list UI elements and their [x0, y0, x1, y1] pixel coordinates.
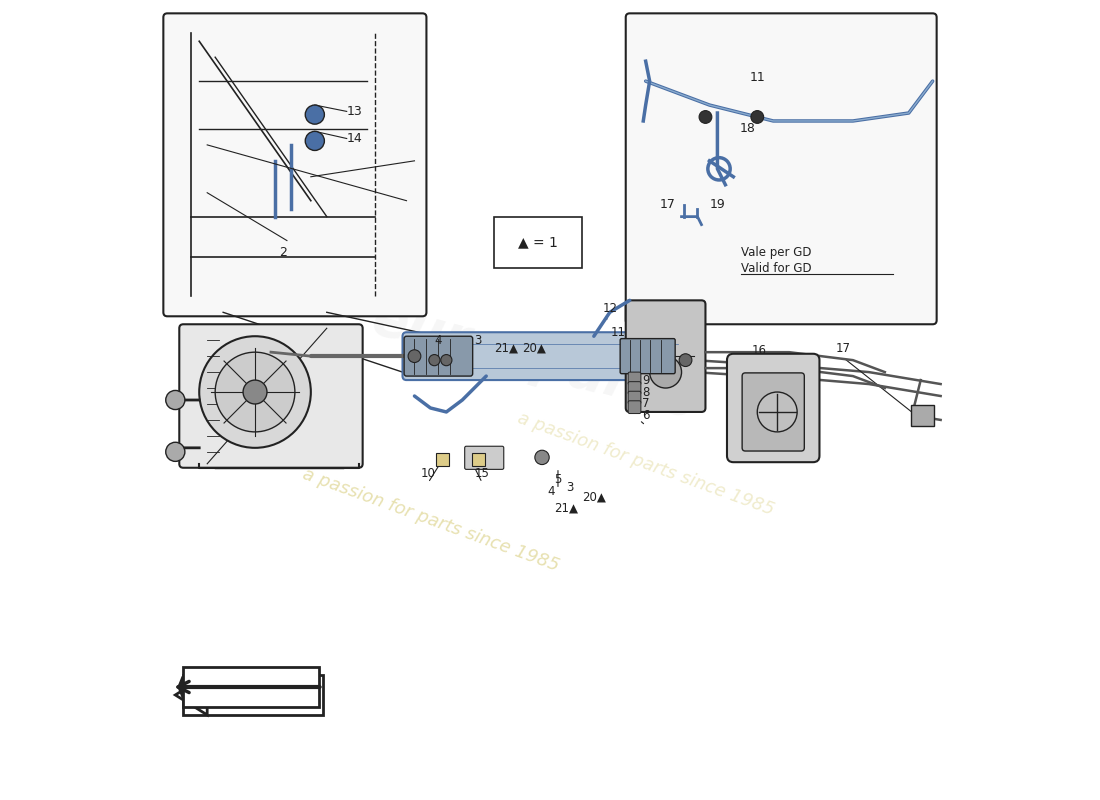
FancyBboxPatch shape: [628, 401, 641, 414]
FancyBboxPatch shape: [163, 14, 427, 316]
Text: 12: 12: [603, 302, 617, 315]
Text: 9: 9: [642, 374, 649, 386]
Text: 20▲: 20▲: [582, 490, 606, 504]
Text: 2: 2: [279, 246, 287, 259]
Circle shape: [757, 392, 798, 432]
Text: 21▲: 21▲: [494, 342, 518, 354]
Text: 10: 10: [420, 467, 436, 480]
Text: 17: 17: [836, 342, 851, 354]
Circle shape: [408, 350, 421, 362]
FancyBboxPatch shape: [620, 338, 675, 374]
Text: ▲ = 1: ▲ = 1: [518, 235, 558, 249]
FancyBboxPatch shape: [403, 332, 697, 380]
Circle shape: [243, 380, 267, 404]
FancyBboxPatch shape: [179, 324, 363, 468]
Circle shape: [216, 352, 295, 432]
Text: a passion for parts since 1985: a passion for parts since 1985: [515, 409, 777, 518]
Circle shape: [650, 356, 682, 388]
FancyBboxPatch shape: [472, 454, 485, 466]
Text: 3: 3: [474, 334, 482, 346]
FancyBboxPatch shape: [626, 14, 937, 324]
Text: 7: 7: [642, 398, 649, 410]
Text: 21▲: 21▲: [554, 501, 578, 514]
Circle shape: [166, 442, 185, 462]
Circle shape: [199, 336, 311, 448]
FancyBboxPatch shape: [436, 454, 449, 466]
Circle shape: [441, 354, 452, 366]
Text: 6: 6: [642, 410, 649, 422]
Text: 3: 3: [566, 481, 573, 494]
Text: 14: 14: [346, 132, 363, 145]
Text: eurospares: eurospares: [366, 292, 702, 428]
Text: Valid for GD: Valid for GD: [741, 262, 812, 275]
Text: 15: 15: [475, 467, 490, 480]
Text: 19: 19: [710, 198, 725, 211]
FancyBboxPatch shape: [626, 300, 705, 412]
Circle shape: [306, 131, 324, 150]
Text: 17: 17: [660, 198, 675, 211]
FancyBboxPatch shape: [494, 217, 582, 269]
Text: 16: 16: [751, 344, 767, 357]
Text: a passion for parts since 1985: a passion for parts since 1985: [299, 465, 561, 574]
Circle shape: [166, 390, 185, 410]
Text: Vale per GD: Vale per GD: [741, 246, 812, 259]
FancyBboxPatch shape: [464, 446, 504, 470]
Circle shape: [700, 110, 712, 123]
FancyBboxPatch shape: [184, 675, 322, 715]
FancyBboxPatch shape: [742, 373, 804, 451]
Text: 13: 13: [346, 105, 363, 118]
FancyBboxPatch shape: [628, 391, 641, 404]
Text: 4: 4: [548, 485, 556, 498]
Circle shape: [679, 354, 692, 366]
FancyBboxPatch shape: [628, 382, 641, 394]
Circle shape: [306, 105, 324, 124]
Text: 11: 11: [610, 326, 625, 338]
Polygon shape: [175, 675, 207, 715]
Text: 5: 5: [554, 474, 562, 486]
Circle shape: [429, 354, 440, 366]
Text: 18: 18: [740, 122, 756, 135]
Circle shape: [751, 110, 763, 123]
FancyBboxPatch shape: [184, 667, 319, 707]
FancyBboxPatch shape: [911, 405, 934, 426]
Text: 8: 8: [642, 386, 649, 398]
FancyBboxPatch shape: [628, 372, 641, 385]
FancyArrowPatch shape: [182, 688, 316, 702]
Text: 11: 11: [749, 70, 766, 84]
Circle shape: [535, 450, 549, 465]
Text: 4: 4: [434, 334, 442, 346]
FancyBboxPatch shape: [404, 336, 473, 376]
Text: 20▲: 20▲: [522, 342, 546, 354]
FancyBboxPatch shape: [727, 354, 820, 462]
